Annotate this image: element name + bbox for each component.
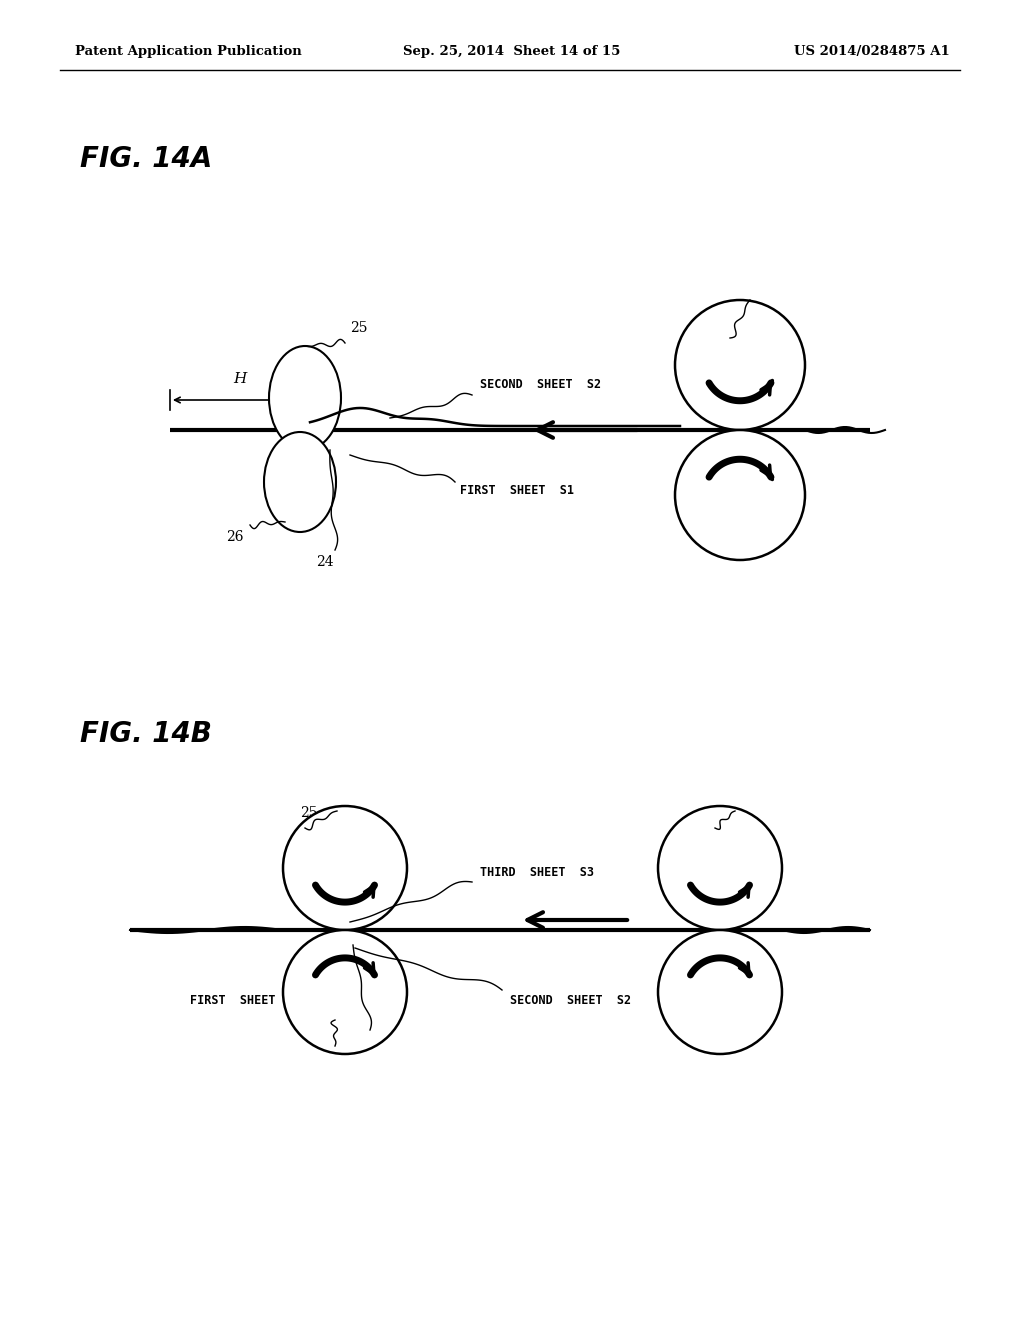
Text: Patent Application Publication: Patent Application Publication [75, 45, 302, 58]
Text: Sep. 25, 2014  Sheet 14 of 15: Sep. 25, 2014 Sheet 14 of 15 [403, 45, 621, 58]
Text: SECOND  SHEET  S2: SECOND SHEET S2 [480, 379, 601, 392]
Text: 12: 12 [725, 315, 742, 330]
Text: 12: 12 [710, 807, 728, 820]
Text: FIG. 14A: FIG. 14A [80, 145, 212, 173]
Circle shape [283, 931, 407, 1053]
Text: FIRST  SHEET  S1: FIRST SHEET S1 [190, 994, 304, 1006]
Text: 24: 24 [316, 554, 334, 569]
Text: SECOND  SHEET  S2: SECOND SHEET S2 [510, 994, 631, 1006]
Ellipse shape [269, 346, 341, 450]
Text: THIRD  SHEET  S3: THIRD SHEET S3 [480, 866, 594, 879]
Text: 25: 25 [350, 321, 368, 335]
Text: FIRST  SHEET  S1: FIRST SHEET S1 [460, 483, 574, 496]
Text: FIG. 14B: FIG. 14B [80, 719, 212, 748]
Text: 26: 26 [226, 531, 244, 544]
Circle shape [658, 931, 782, 1053]
Text: H: H [233, 372, 247, 385]
Circle shape [283, 807, 407, 931]
Circle shape [658, 807, 782, 931]
Text: US 2014/0284875 A1: US 2014/0284875 A1 [795, 45, 950, 58]
Ellipse shape [264, 432, 336, 532]
Text: 24: 24 [356, 1035, 374, 1049]
Circle shape [675, 300, 805, 430]
Circle shape [675, 430, 805, 560]
Text: 26: 26 [316, 1026, 334, 1039]
Text: 25: 25 [300, 807, 317, 820]
